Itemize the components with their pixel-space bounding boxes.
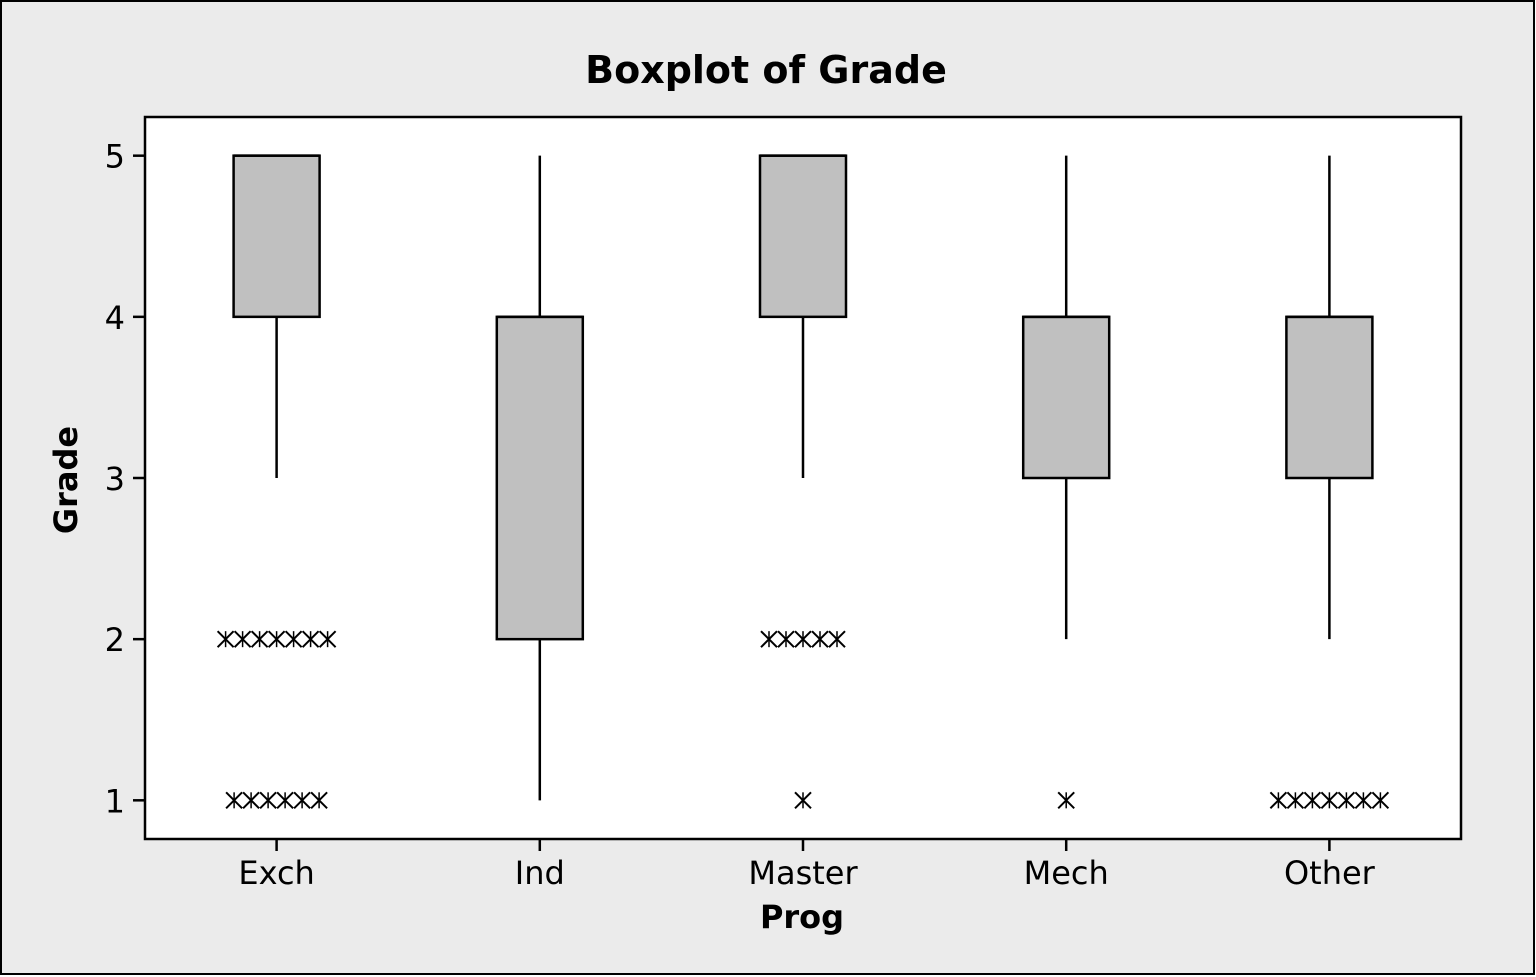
y-axis: 1 2 3 4 5 <box>105 138 145 820</box>
outlier-marker <box>1057 791 1075 810</box>
iqr-box <box>758 154 848 319</box>
iqr-box <box>495 315 585 641</box>
outlier-marker <box>293 791 311 810</box>
outlier-marker <box>242 791 260 810</box>
iqr-box <box>1285 315 1374 480</box>
outlier-marker <box>1354 791 1373 810</box>
outlier-marker <box>1337 791 1356 810</box>
outlier-marker <box>1303 791 1322 810</box>
outlier-marker <box>760 630 778 648</box>
outlier-marker <box>225 791 243 810</box>
x-tick-label: Exch <box>238 854 314 892</box>
outlier-marker <box>1269 791 1288 810</box>
box-group-master <box>758 154 848 810</box>
boxes-layer <box>216 154 1390 810</box>
outlier-marker <box>1371 791 1390 810</box>
box-group-mech <box>1021 155 1111 810</box>
outlier-marker <box>1320 791 1339 810</box>
y-tick-label: 5 <box>105 138 125 176</box>
outlier-marker <box>259 791 277 810</box>
outlier-marker <box>811 630 829 648</box>
y-tick-label: 1 <box>105 782 125 820</box>
x-tick-label: Master <box>748 854 858 892</box>
x-tick-label: Ind <box>515 854 565 892</box>
y-tick-label: 4 <box>105 299 125 337</box>
outlier-marker <box>310 791 328 810</box>
outlier-marker <box>267 630 286 648</box>
y-tick-label: 2 <box>105 621 125 659</box>
outlier-marker <box>301 630 320 648</box>
outlier-marker <box>794 791 812 810</box>
outlier-marker <box>777 630 795 648</box>
x-tick-label: Other <box>1284 854 1376 892</box>
outlier-marker <box>216 630 235 648</box>
x-tick-label: Mech <box>1024 854 1109 892</box>
outlier-marker <box>318 630 337 648</box>
x-axis: Exch Ind Master Mech Other <box>238 839 1376 892</box>
box-group-other <box>1269 155 1390 810</box>
x-axis-label: Prog <box>760 898 844 936</box>
outlier-marker <box>276 791 294 810</box>
outlier-marker <box>828 630 846 648</box>
y-tick-label: 3 <box>105 460 125 498</box>
iqr-box <box>232 154 321 319</box>
iqr-box <box>1021 315 1111 480</box>
y-axis-label: Grade <box>47 426 85 534</box>
outlier-marker <box>250 630 269 648</box>
outlier-marker <box>233 630 252 648</box>
outlier-marker <box>1286 791 1305 810</box>
chart-title: Boxplot of Grade <box>585 48 947 92</box>
box-group-ind <box>495 155 585 801</box>
box-group-exch <box>216 154 337 810</box>
outlier-marker <box>284 630 303 648</box>
outlier-marker <box>794 630 812 648</box>
